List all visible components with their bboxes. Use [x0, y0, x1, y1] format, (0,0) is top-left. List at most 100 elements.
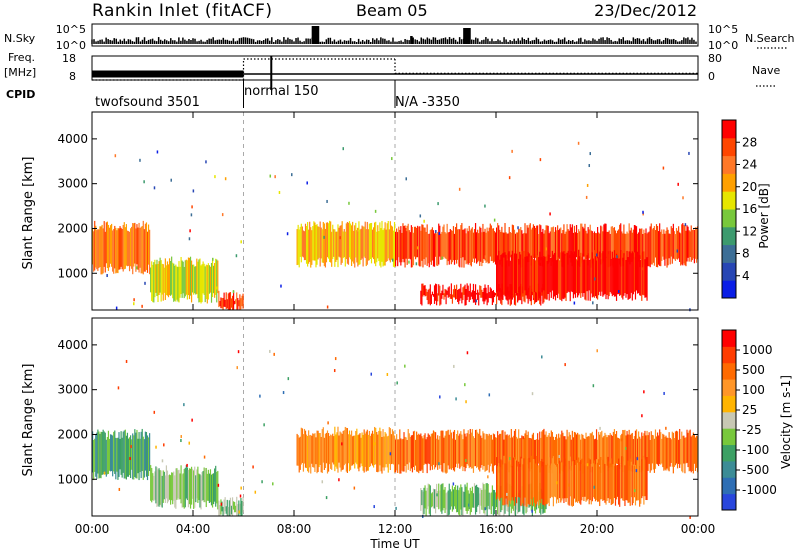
range-cell: [602, 459, 604, 502]
range-cell: [676, 431, 679, 469]
range-cell: [238, 500, 240, 516]
range-cell: [531, 456, 533, 506]
range-cell: [196, 258, 198, 295]
range-cell: [500, 231, 502, 261]
cpid-label-twofsound: twofsound 3501: [95, 95, 200, 110]
range-cell: [431, 227, 434, 261]
range-cell: [547, 254, 549, 294]
range-cell: [523, 251, 525, 300]
range-cell: [137, 438, 139, 474]
range-cell: [427, 289, 429, 305]
range-cell: [138, 432, 140, 481]
range-cell: [318, 227, 320, 258]
range-cell: [583, 438, 585, 470]
range-cell: [600, 456, 602, 500]
noise-cell: [342, 147, 345, 151]
noise-cell: [593, 485, 595, 489]
range-cell: [389, 221, 391, 263]
range-cell: [100, 226, 102, 275]
range-cell: [458, 490, 460, 515]
range-cell: [635, 251, 638, 291]
noise-cell: [415, 262, 418, 266]
range-cell: [117, 437, 119, 480]
range-cell: [125, 224, 127, 266]
range-cell: [316, 224, 318, 265]
range-cell: [494, 293, 497, 296]
range-cell: [509, 260, 511, 299]
range-cell: [511, 250, 513, 296]
range-cell: [534, 227, 537, 258]
range-cell: [439, 490, 441, 509]
range-cell: [142, 436, 144, 480]
range-cell: [237, 297, 239, 310]
range-cell: [643, 251, 645, 296]
range-cell: [443, 293, 445, 300]
range-cell: [498, 435, 500, 473]
range-cell: [609, 250, 611, 293]
range-cell: [589, 459, 591, 501]
range-cell: [639, 465, 641, 507]
range-cell: [605, 256, 607, 300]
range-cell: [134, 222, 136, 264]
range-cell: [610, 258, 612, 294]
colorbar-cell: [722, 120, 736, 139]
range-cell: [390, 225, 393, 260]
range-cell: [214, 468, 216, 502]
range-cell: [499, 433, 501, 467]
range-cell: [327, 433, 330, 472]
range-cell: [575, 259, 578, 293]
range-cell: [626, 231, 628, 263]
range-cell: [448, 483, 450, 515]
range-cell: [656, 226, 659, 268]
noise-cell: [155, 445, 157, 449]
range-cell: [108, 438, 111, 471]
figure-title: Rankin Inlet (fitACF): [92, 1, 273, 21]
range-cell: [629, 230, 631, 265]
noise-cell: [438, 232, 441, 236]
range-cell: [522, 233, 524, 267]
range-cell: [619, 438, 621, 470]
range-cell: [342, 430, 344, 470]
range-cell: [625, 233, 627, 263]
range-cell: [538, 234, 540, 265]
range-cell: [125, 435, 127, 480]
range-cell: [453, 429, 456, 472]
range-cell: [98, 229, 100, 269]
noise-cell: [406, 225, 408, 229]
range-cell: [553, 439, 556, 468]
range-cell: [448, 231, 450, 265]
range-cell: [406, 228, 408, 265]
range-cell: [340, 432, 342, 472]
range-cell: [330, 221, 332, 263]
range-cell: [313, 221, 315, 261]
range-cell: [512, 435, 515, 474]
range-cell: [300, 223, 302, 263]
range-cell: [647, 232, 649, 267]
range-cell: [111, 223, 113, 267]
range-cell: [492, 489, 495, 516]
range-cell: [529, 223, 531, 258]
range-cell: [517, 291, 519, 303]
range-cell: [489, 493, 491, 510]
range-cell: [583, 259, 585, 294]
range-cell: [422, 224, 424, 268]
range-cell: [93, 439, 95, 481]
range-cell: [456, 223, 458, 264]
range-cell: [217, 260, 219, 294]
range-cell: [97, 429, 99, 474]
noise-cell: [467, 503, 470, 507]
range-cell: [474, 223, 477, 259]
range-cell: [454, 227, 457, 260]
noise-cell: [143, 180, 145, 184]
noise-cell: [643, 390, 645, 394]
range-cell: [538, 465, 540, 506]
range-cell: [551, 250, 553, 291]
range-cell: [195, 266, 197, 295]
range-cell: [480, 285, 482, 298]
noise-cell: [688, 151, 690, 155]
range-cell: [496, 255, 498, 293]
range-cell: [474, 485, 477, 515]
range-cell: [408, 433, 410, 463]
range-cell: [463, 286, 465, 295]
range-cell: [646, 257, 648, 301]
